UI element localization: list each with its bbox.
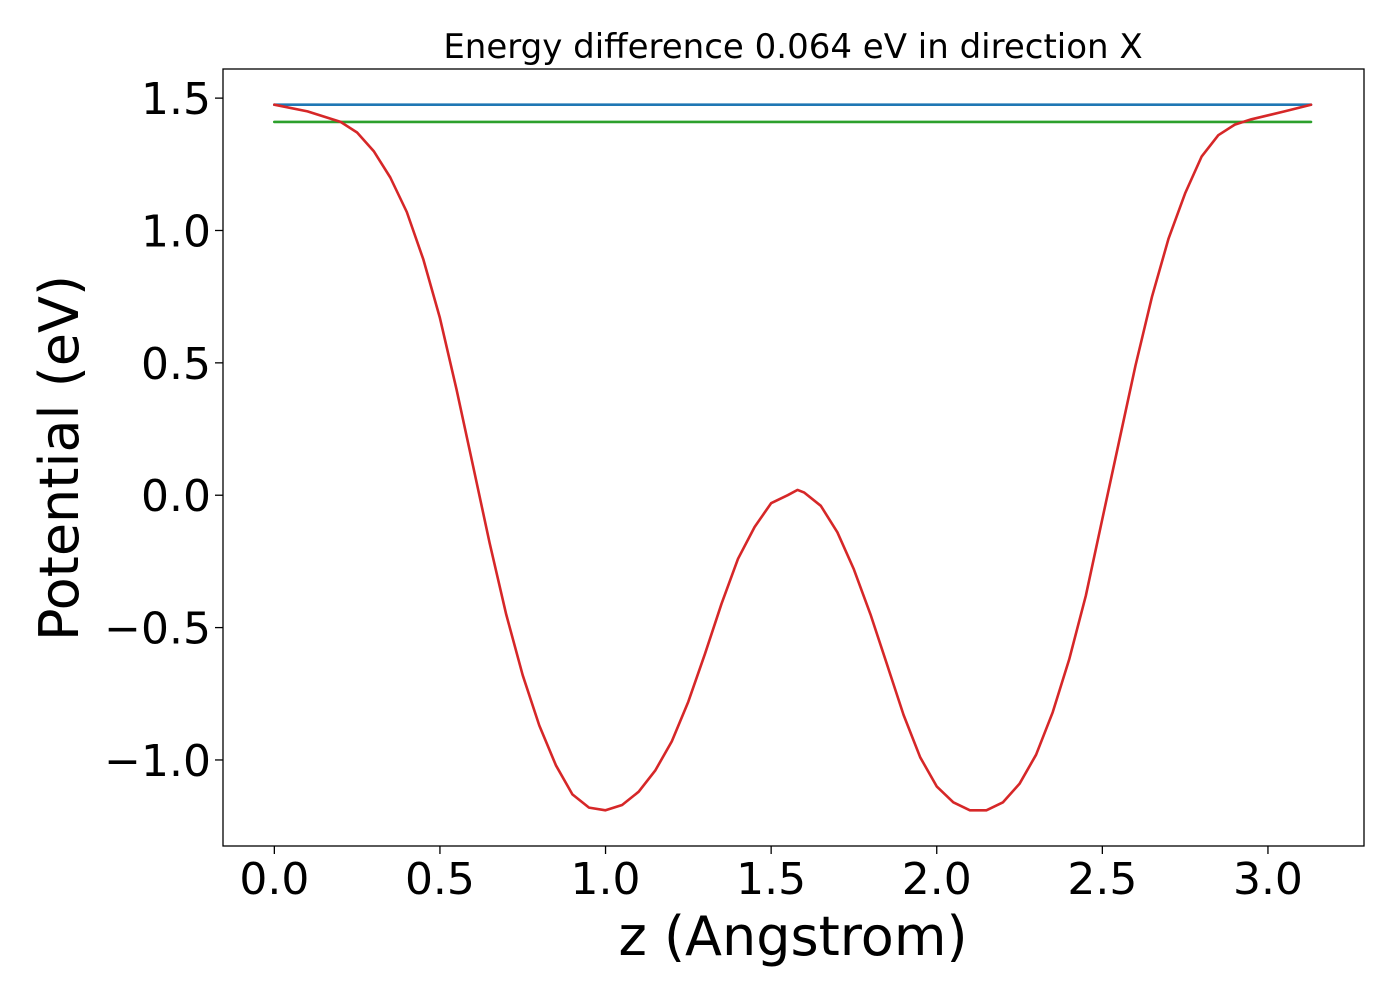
plot-frame — [222, 68, 1365, 847]
x-tick-label: 2.5 — [1067, 854, 1137, 905]
x-tick-label: 0.5 — [405, 854, 475, 905]
y-tick-label: 0.5 — [141, 339, 211, 390]
chart-title: Energy difference 0.064 eV in direction … — [443, 27, 1142, 67]
plot-area — [272, 103, 1313, 812]
x-tick-label: 1.0 — [571, 854, 641, 905]
y-tick-label: 1.0 — [141, 206, 211, 257]
y-tick-label: −1.0 — [104, 736, 211, 787]
y-tick-label: 0.0 — [141, 471, 211, 522]
y-tick-label: −0.5 — [104, 604, 211, 655]
x-axis-ticks: 0.0 0.5 1.0 1.5 2.0 2.5 3.0 — [239, 846, 1303, 905]
x-axis-label: z (Angstrom) — [618, 905, 967, 968]
x-tick-label: 1.5 — [736, 854, 806, 905]
x-tick-label: 2.0 — [902, 854, 972, 905]
series-line-0 — [272, 103, 1313, 812]
x-tick-label: 3.0 — [1233, 854, 1303, 905]
y-axis-ticks: −1.0 −0.5 0.0 0.5 1.0 1.5 — [104, 74, 223, 787]
y-tick-label: 1.5 — [141, 74, 211, 125]
y-axis-label: Potential (eV) — [28, 275, 91, 641]
x-tick-label: 0.0 — [239, 854, 309, 905]
